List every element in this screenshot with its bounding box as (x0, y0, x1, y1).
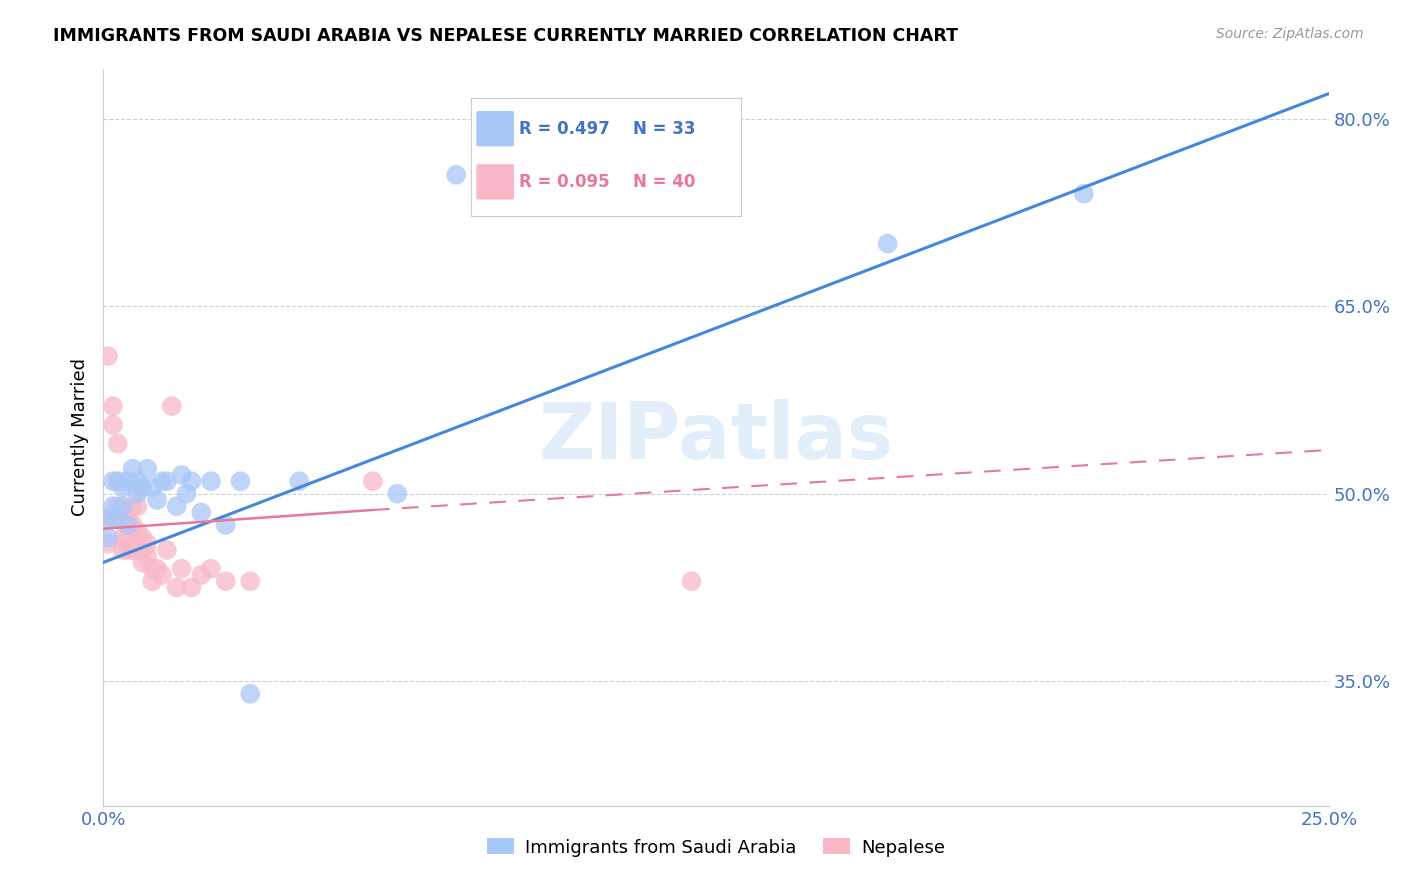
Point (101, 474, 124, 488)
Point (180, 474, 202, 488)
Point (136, 461, 159, 475)
Point (215, 518, 238, 533)
Point (117, 512, 139, 526)
Point (239, 574, 262, 589)
Point (190, 568, 212, 582)
Point (97, 512, 120, 526)
Point (131, 556, 153, 570)
Point (117, 543, 139, 558)
Point (97, 537, 120, 551)
Text: Source: ZipAtlas.com: Source: ZipAtlas.com (1216, 27, 1364, 41)
Point (166, 500, 188, 514)
Point (141, 562, 163, 576)
Point (136, 537, 159, 551)
Point (97, 512, 120, 526)
Point (117, 531, 139, 545)
Point (121, 518, 143, 533)
Point (146, 562, 169, 576)
Point (387, 487, 409, 501)
Point (160, 399, 183, 413)
Point (131, 480, 153, 494)
Point (101, 399, 124, 413)
Point (288, 474, 311, 488)
Point (107, 474, 129, 488)
Point (121, 500, 143, 514)
Point (180, 581, 202, 595)
Point (101, 512, 124, 526)
Point (127, 487, 149, 501)
Point (121, 543, 143, 558)
Point (131, 531, 153, 545)
Point (876, 236, 898, 251)
Text: ZIPatlas: ZIPatlas (538, 400, 894, 475)
Point (121, 461, 143, 475)
Point (127, 500, 149, 514)
Point (156, 474, 179, 488)
Point (127, 480, 149, 494)
Point (239, 687, 262, 701)
Point (200, 474, 222, 488)
Point (176, 487, 198, 501)
Point (127, 524, 149, 539)
Point (361, 474, 384, 488)
Y-axis label: Currently Married: Currently Married (72, 359, 89, 516)
Point (156, 543, 179, 558)
Point (117, 518, 139, 533)
Point (107, 512, 129, 526)
Point (681, 574, 703, 589)
Point (97, 349, 120, 363)
Point (444, 168, 467, 182)
Point (190, 506, 212, 520)
Point (101, 417, 124, 432)
Legend: Immigrants from Saudi Arabia, Nepalese: Immigrants from Saudi Arabia, Nepalese (479, 831, 952, 863)
Point (1073, 186, 1095, 201)
Point (97, 531, 120, 545)
Point (215, 574, 238, 589)
Point (229, 474, 252, 488)
Point (141, 480, 163, 494)
Point (141, 574, 163, 589)
Point (150, 474, 173, 488)
Point (107, 436, 129, 450)
Point (170, 467, 193, 482)
Point (117, 474, 139, 488)
Point (170, 562, 193, 576)
Point (166, 581, 188, 595)
Point (200, 562, 222, 576)
Point (136, 549, 159, 564)
Point (107, 500, 129, 514)
Point (150, 568, 173, 582)
Point (111, 531, 134, 545)
Point (101, 500, 124, 514)
Point (131, 543, 153, 558)
Text: IMMIGRANTS FROM SAUDI ARABIA VS NEPALESE CURRENTLY MARRIED CORRELATION CHART: IMMIGRANTS FROM SAUDI ARABIA VS NEPALESE… (53, 27, 959, 45)
Point (127, 474, 149, 488)
Point (107, 474, 129, 488)
Point (146, 493, 169, 508)
Point (111, 500, 134, 514)
Point (111, 480, 134, 494)
Point (111, 543, 134, 558)
